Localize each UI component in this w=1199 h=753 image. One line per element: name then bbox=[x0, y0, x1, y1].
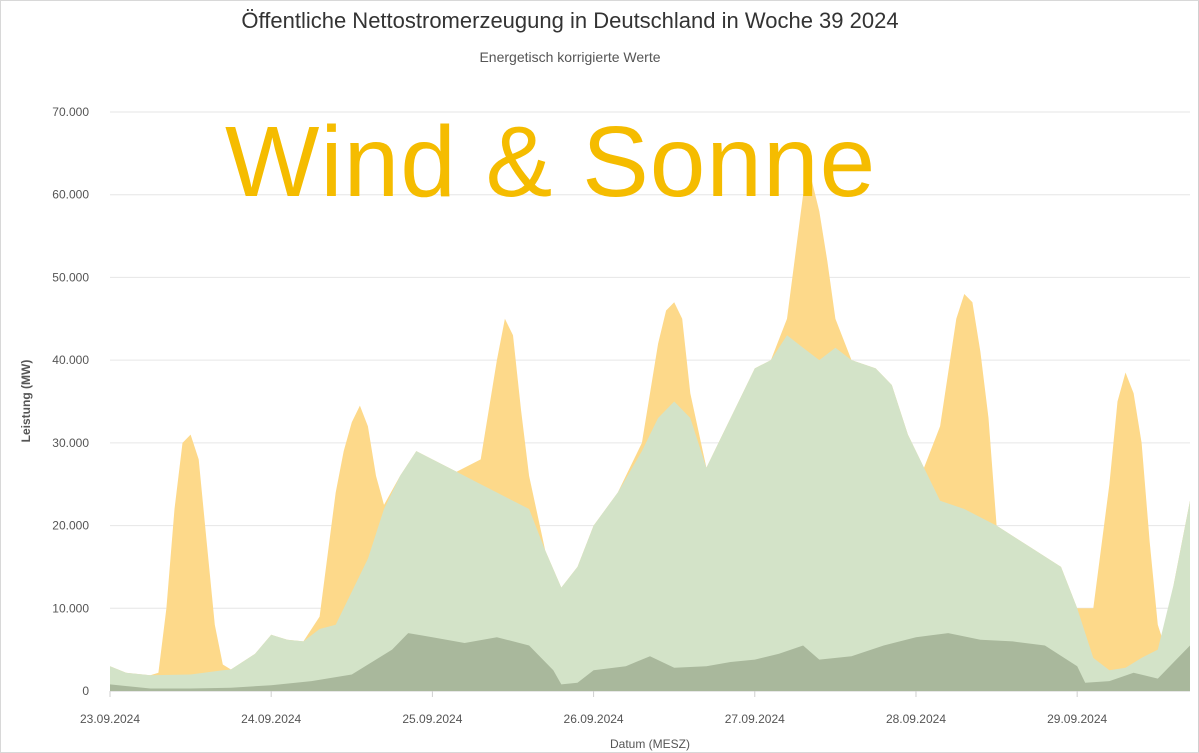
x-tick-label: 23.09.2024 bbox=[80, 712, 140, 726]
x-axis-title: Datum (MESZ) bbox=[610, 737, 690, 751]
y-tick-label: 0 bbox=[82, 684, 89, 698]
y-tick-label: 40.000 bbox=[52, 353, 89, 367]
area-wind-offshore bbox=[110, 633, 1190, 691]
y-axis-title: Leistung (MW) bbox=[19, 360, 33, 443]
y-tick-label: 20.000 bbox=[52, 519, 89, 533]
x-tick-label: 24.09.2024 bbox=[241, 712, 301, 726]
y-tick-label: 60.000 bbox=[52, 188, 89, 202]
area-wind-onshore bbox=[110, 335, 1190, 691]
y-tick-label: 50.000 bbox=[52, 270, 89, 284]
wind-sonne-annotation: Wind & Sonne bbox=[225, 106, 877, 218]
x-tick-label: 28.09.2024 bbox=[886, 712, 946, 726]
chart-subtitle: Energetisch korrigierte Werte bbox=[479, 49, 661, 65]
y-tick-label: 10.000 bbox=[52, 601, 89, 615]
x-tick-label: 25.09.2024 bbox=[402, 712, 462, 726]
chart-title: Öffentliche Nettostromerzeugung in Deuts… bbox=[241, 8, 899, 33]
y-tick-label: 70.000 bbox=[52, 105, 89, 119]
x-tick-label: 29.09.2024 bbox=[1047, 712, 1107, 726]
x-tick-label: 26.09.2024 bbox=[564, 712, 624, 726]
x-tick-label: 27.09.2024 bbox=[725, 712, 785, 726]
y-tick-label: 30.000 bbox=[52, 436, 89, 450]
